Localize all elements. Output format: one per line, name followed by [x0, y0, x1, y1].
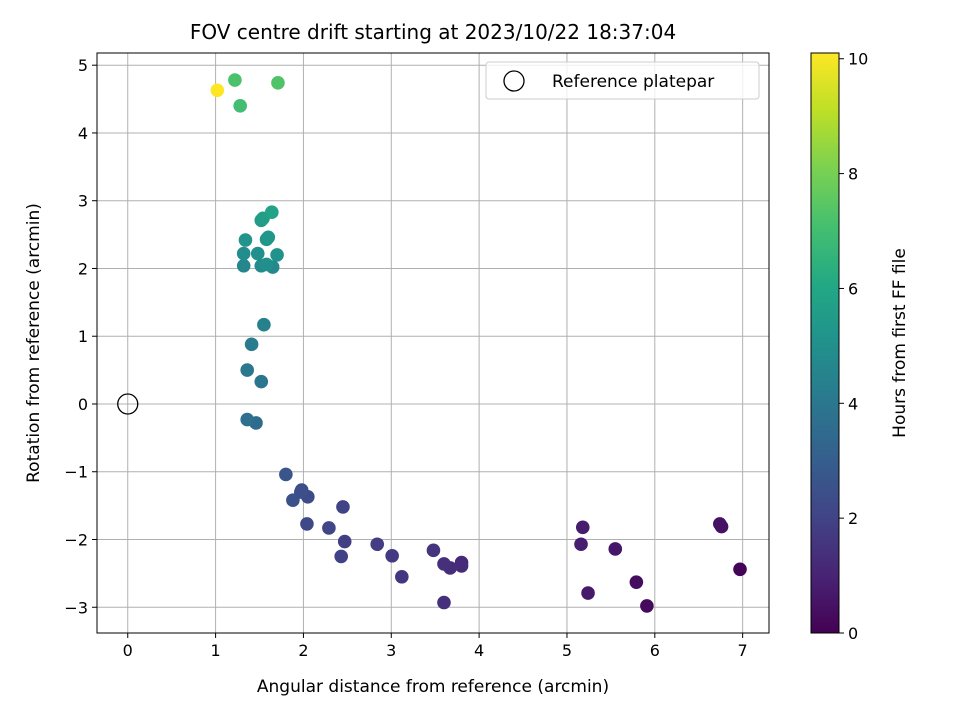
data-point: [334, 549, 349, 564]
legend-box: [485, 61, 760, 100]
colorbar-label: Hours from first FF file: [890, 248, 910, 438]
data-point: [257, 317, 271, 332]
y-tick-label: −1: [64, 463, 88, 482]
data-point: [240, 363, 255, 377]
x-tick-label: 0: [123, 641, 133, 660]
y-axis-label: Rotation from reference (arcmin): [24, 203, 44, 483]
data-point: [238, 233, 253, 247]
x-tick-label: 7: [738, 641, 748, 660]
data-point: [370, 537, 385, 552]
data-point: [259, 257, 274, 272]
data-point: [575, 520, 590, 535]
data-point: [265, 205, 279, 220]
data-point: [336, 500, 350, 514]
data-point: [300, 517, 314, 531]
data-point: [236, 246, 251, 261]
y-tick-label: 5: [78, 56, 88, 75]
legend-label-reference: Reference platepar: [552, 72, 714, 92]
data-point: [270, 248, 284, 262]
data-point: [713, 517, 727, 531]
x-tick-label: 1: [210, 641, 220, 660]
data-point: [322, 521, 336, 535]
y-tick-label: 2: [78, 259, 88, 278]
data-point: [385, 548, 399, 563]
data-point: [210, 83, 225, 98]
data-point: [261, 230, 276, 245]
data-points: [117, 73, 747, 613]
colorbar-tick-label: 10: [848, 50, 868, 69]
data-point: [254, 374, 269, 389]
data-point: [454, 559, 469, 573]
data-point: [250, 246, 265, 261]
colorbar-tick-label: 2: [848, 509, 858, 528]
data-point: [228, 73, 242, 87]
data-point: [733, 562, 747, 577]
chart-title: FOV centre drift starting at 2023/10/22 …: [190, 20, 676, 44]
data-point: [286, 493, 300, 507]
y-tick-label: −2: [64, 530, 88, 549]
x-tick-label: 6: [650, 641, 660, 660]
colorbar-tick-label: 4: [848, 394, 858, 413]
y-tick-label: 4: [78, 124, 88, 143]
data-point: [395, 569, 409, 584]
legend-marker-reference: [503, 70, 525, 92]
colorbar-tick-label: 0: [848, 624, 858, 643]
y-tick-label: 3: [78, 192, 88, 211]
data-point: [236, 258, 251, 273]
data-point: [426, 543, 441, 558]
data-point: [337, 534, 352, 549]
colorbar: [810, 52, 840, 634]
y-tick-label: −3: [64, 598, 88, 617]
y-tick-label: 1: [78, 327, 88, 346]
data-point: [279, 467, 293, 482]
data-point: [629, 575, 644, 589]
colorbar-ticks: 0 2 4 6 8 10: [839, 50, 868, 643]
x-tick-label: 3: [386, 641, 396, 660]
x-axis-label: Angular distance from reference (arcmin): [257, 677, 609, 697]
data-point: [581, 586, 595, 600]
x-tick-label: 5: [562, 641, 572, 660]
data-point: [608, 542, 623, 556]
axis-ticks: 0 1 2 3 4 5 6 7 −3 −2 −1 0 1 2 3 4 5: [64, 56, 747, 660]
data-point: [271, 76, 285, 90]
data-point: [437, 595, 451, 610]
plot-frame: [96, 52, 770, 634]
reference-point: [117, 393, 139, 415]
colorbar-tick-label: 6: [848, 279, 858, 298]
data-point: [574, 537, 588, 552]
colorbar-tick-label: 8: [848, 165, 858, 184]
data-point: [244, 337, 259, 352]
grid: [97, 53, 769, 633]
data-point: [640, 599, 654, 613]
data-point: [240, 412, 255, 427]
y-tick-label: 0: [78, 395, 88, 414]
x-tick-label: 4: [474, 641, 484, 660]
x-tick-label: 2: [298, 641, 308, 660]
legend: Reference platepar: [485, 61, 760, 100]
data-point: [437, 557, 451, 571]
data-point: [233, 99, 247, 113]
